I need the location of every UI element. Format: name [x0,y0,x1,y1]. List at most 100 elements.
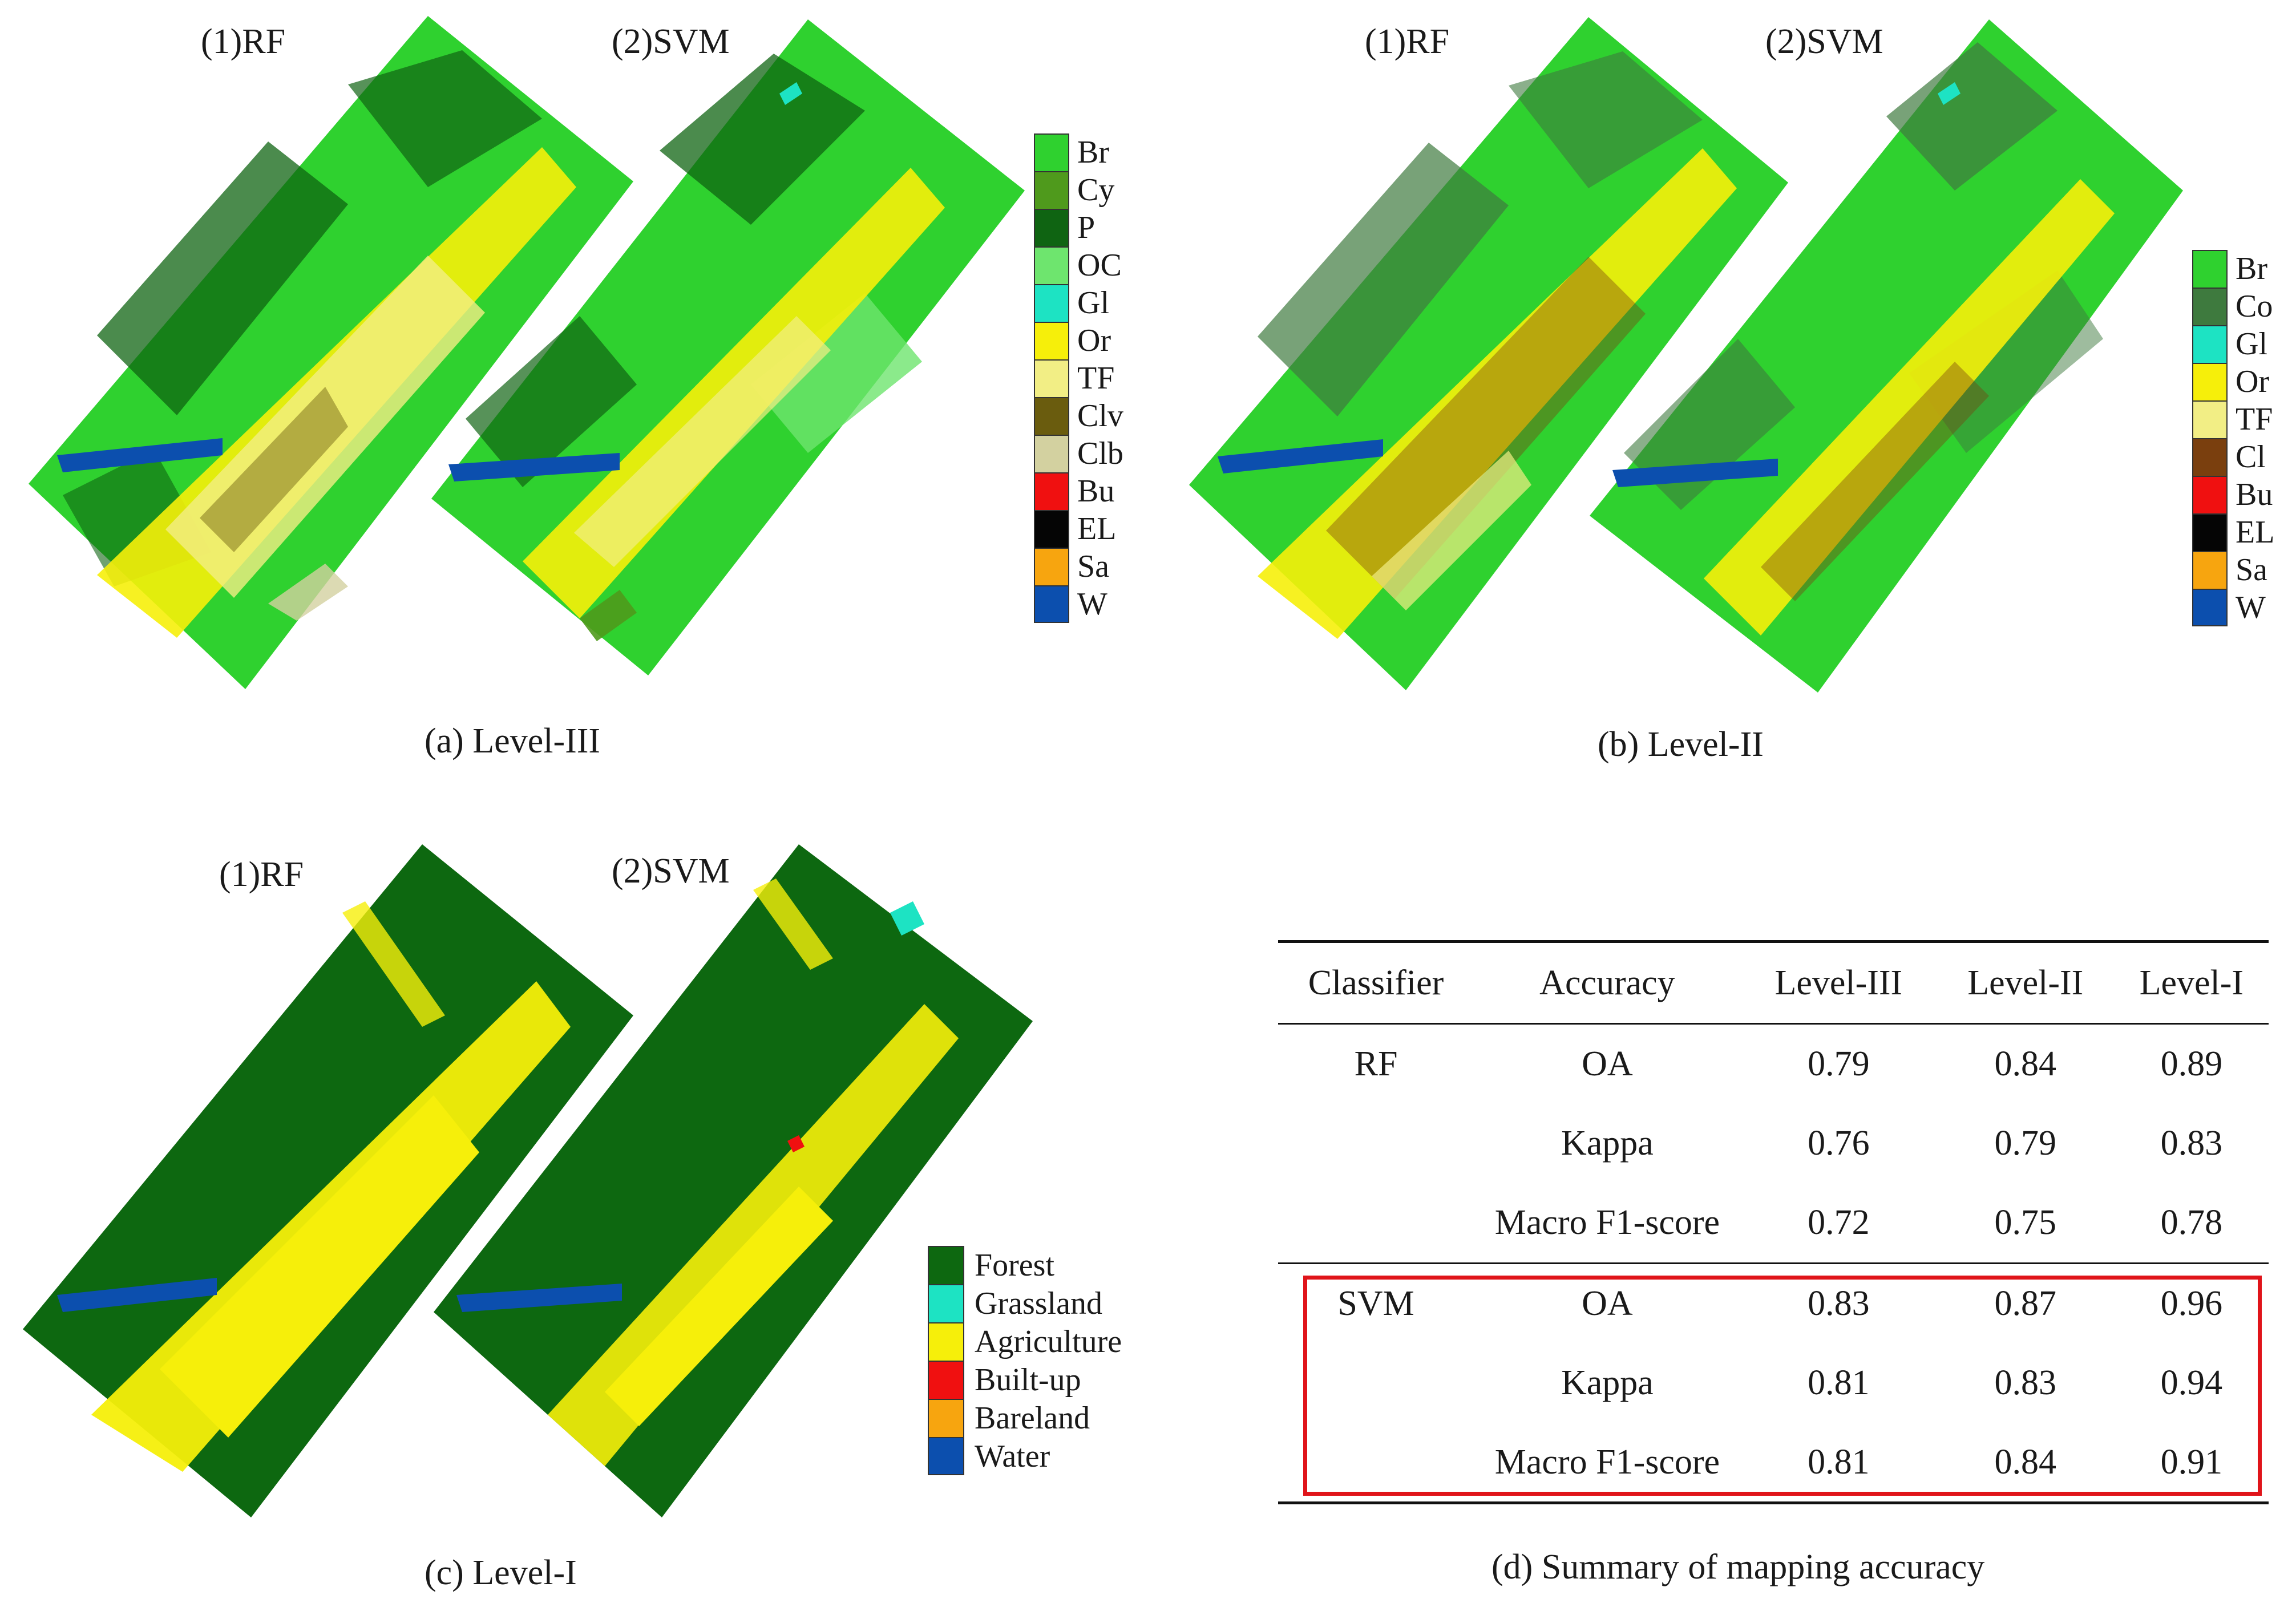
legend-item: Bu [2192,476,2274,513]
panel-a-svm-label: (2)SVM [612,22,730,61]
legend-swatch [2192,551,2228,589]
legend-item: Cy [1034,171,1123,209]
legend-item: Bu [1034,472,1123,510]
legend-item: W [1034,585,1123,623]
legend-swatch [2192,363,2228,400]
table-header-cell: Level-II [1967,963,2084,1002]
panel-b-rf-map [1189,17,1788,690]
metric-cell: OA [1582,1044,1633,1083]
legend-swatch [1034,209,1069,246]
value-cell: 0.81 [1808,1442,1870,1482]
value-cell: 0.76 [1808,1124,1870,1163]
svm-highlight-box [1303,1276,2262,1496]
panel-b-rf-label: (1)RF [1365,22,1450,61]
table-row: Kappa 0.81 0.83 0.94 [1278,1343,2269,1423]
legend-label: Sa [1077,549,1109,584]
legend-label: Clb [1077,436,1123,471]
legend-label: Water [975,1438,1050,1474]
legend-item: P [1034,209,1123,246]
table-header-cell: Level-III [1774,963,1903,1002]
value-cell: 0.87 [1994,1284,2057,1323]
legend-swatch [1034,284,1069,322]
legend-item: Agriculture [928,1322,1122,1361]
legend-swatch [1034,435,1069,472]
panel-c-legend: Forest Grassland Agriculture Built-up Ba… [928,1246,1122,1475]
legend-swatch [1034,133,1069,171]
value-cell: 0.84 [1994,1442,2057,1482]
value-cell: 0.83 [2160,1124,2223,1163]
legend-label: W [2236,590,2266,625]
value-cell: 0.94 [2160,1363,2223,1402]
table-header-row: Classifier Accuracy Level-III Level-II L… [1278,941,2269,1024]
legend-swatch [1034,171,1069,209]
panel-c-rf-map [23,844,633,1517]
legend-label: Clv [1077,398,1123,434]
value-cell: 0.79 [1808,1044,1870,1083]
legend-item: Bareland [928,1399,1122,1437]
legend-item: Br [2192,250,2274,288]
value-cell: 0.81 [1808,1363,1870,1402]
panel-c-svm-label: (2)SVM [612,852,730,890]
legend-item: Cl [2192,438,2274,476]
classifier-cell: SVM [1337,1284,1414,1323]
value-cell: 0.89 [2160,1044,2223,1083]
metric-cell: Kappa [1561,1363,1654,1402]
legend-item: EL [1034,510,1123,548]
legend-item: Gl [2192,325,2274,363]
panel-b-svm-map [1590,19,2183,693]
panel-a-rf-label: (1)RF [201,22,286,61]
legend-label: Bu [2236,477,2273,512]
value-cell: 0.83 [1808,1284,1870,1323]
table-header-cell: Classifier [1308,963,1444,1002]
value-cell: 0.96 [2160,1284,2223,1323]
legend-swatch [1034,548,1069,585]
legend-item: Sa [2192,551,2274,589]
panel-a-caption: (a) Level-III [425,722,601,760]
table-header-cell: Accuracy [1539,963,1675,1002]
legend-item: Gl [1034,284,1123,322]
legend-swatch [928,1361,964,1399]
legend-item: Sa [1034,548,1123,585]
legend-swatch [928,1284,964,1322]
legend-swatch [928,1322,964,1361]
legend-label: TF [2236,402,2273,437]
legend-label: TF [1077,361,1115,396]
legend-swatch [2192,476,2228,513]
legend-label: Gl [2236,326,2267,362]
value-cell: 0.79 [1994,1124,2057,1163]
panel-a-svm-map [431,19,1025,675]
panel-b-caption: (b) Level-II [1598,725,1764,764]
table-row: SVM OA 0.83 0.87 0.96 [1278,1263,2269,1343]
legend-label: Br [1077,135,1109,170]
legend-item: EL [2192,513,2274,551]
legend-swatch [928,1246,964,1284]
legend-swatch [2192,438,2228,476]
legend-label: EL [1077,511,1117,547]
legend-swatch [1034,585,1069,623]
panel-c-caption: (c) Level-I [425,1553,577,1592]
legend-swatch [2192,513,2228,551]
legend-label: Cl [2236,439,2266,475]
table-row: Macro F1-score 0.81 0.84 0.91 [1278,1423,2269,1503]
table-row: Kappa 0.76 0.79 0.83 [1278,1104,2269,1184]
legend-label: Or [1077,323,1111,358]
legend-item: TF [2192,400,2274,438]
panel-a-rf-map [29,16,633,689]
panel-b-legend: Br Co Gl Or TF Cl Bu EL Sa W [2192,250,2274,626]
legend-item: Water [928,1437,1122,1475]
legend-item: Co [2192,288,2274,325]
legend-item: Clb [1034,435,1123,472]
legend-label: EL [2236,515,2275,550]
panel-d-caption: (d) Summary of mapping accuracy [1491,1548,1985,1586]
legend-item: OC [1034,246,1123,284]
value-cell: 0.78 [2160,1203,2223,1242]
legend-item: Or [1034,322,1123,359]
metric-cell: OA [1582,1284,1633,1323]
value-cell: 0.75 [1994,1203,2057,1242]
panel-c-rf-label: (1)RF [219,855,304,894]
legend-label: Forest [975,1247,1054,1283]
legend-item: Grassland [928,1284,1122,1322]
legend-label: Sa [2236,552,2267,588]
legend-label: Br [2236,251,2267,286]
value-cell: 0.72 [1808,1203,1870,1242]
